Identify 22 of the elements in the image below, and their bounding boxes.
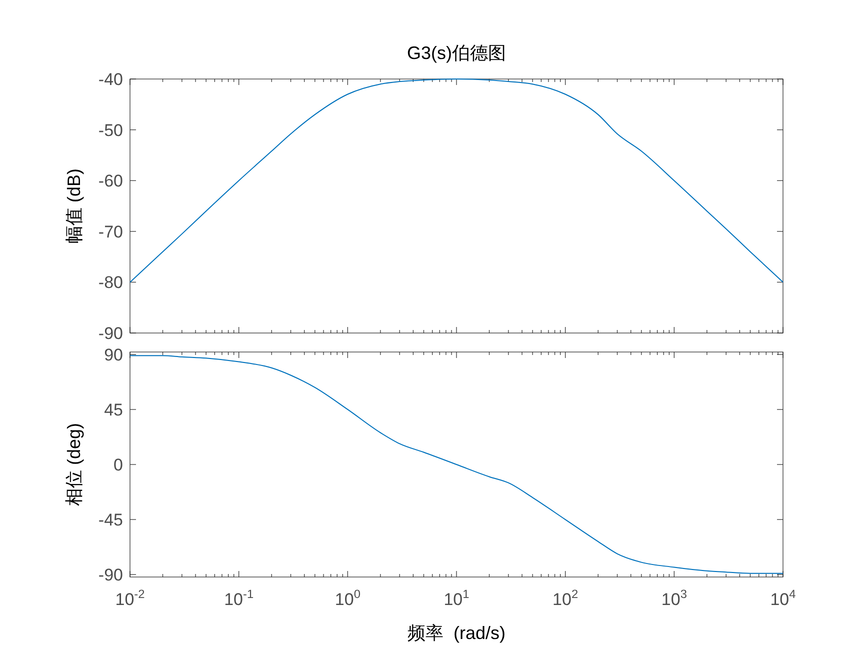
y-tick-label: -70 [98,222,123,242]
x-tick-label: 10$^{-2}$ [115,587,146,609]
y-axis-title: 幅值 (dB) [64,168,84,244]
x-axis-title: 频率 (rad/s) [407,623,506,643]
y-tick-label: -90 [98,324,123,343]
x-tick-label: 10$^{3}$ [661,587,688,609]
y-tick-label: -40 [98,70,123,89]
x-tick-label: 10$^{0}$ [334,587,361,609]
y-axis-title: 相位 (deg) [64,422,84,506]
x-tick-label: 10$^{4}$ [770,587,796,609]
y-tick-label: 90 [104,345,123,364]
y-tick-label: -90 [98,566,123,585]
x-tick-label: 10$^{1}$ [444,587,470,609]
y-tick-label: 0 [114,455,123,474]
y-tick-label: -60 [98,172,123,191]
y-tick-label: -45 [98,510,123,530]
y-tick-label: -80 [98,273,123,292]
y-tick-label: 45 [104,400,123,420]
x-tick-label: 10$^{2}$ [552,587,578,609]
chart-title: G3(s)伯德图 [407,43,506,63]
x-tick-label: 10$^{-1}$ [224,587,254,609]
y-tick-label: -50 [98,120,123,140]
